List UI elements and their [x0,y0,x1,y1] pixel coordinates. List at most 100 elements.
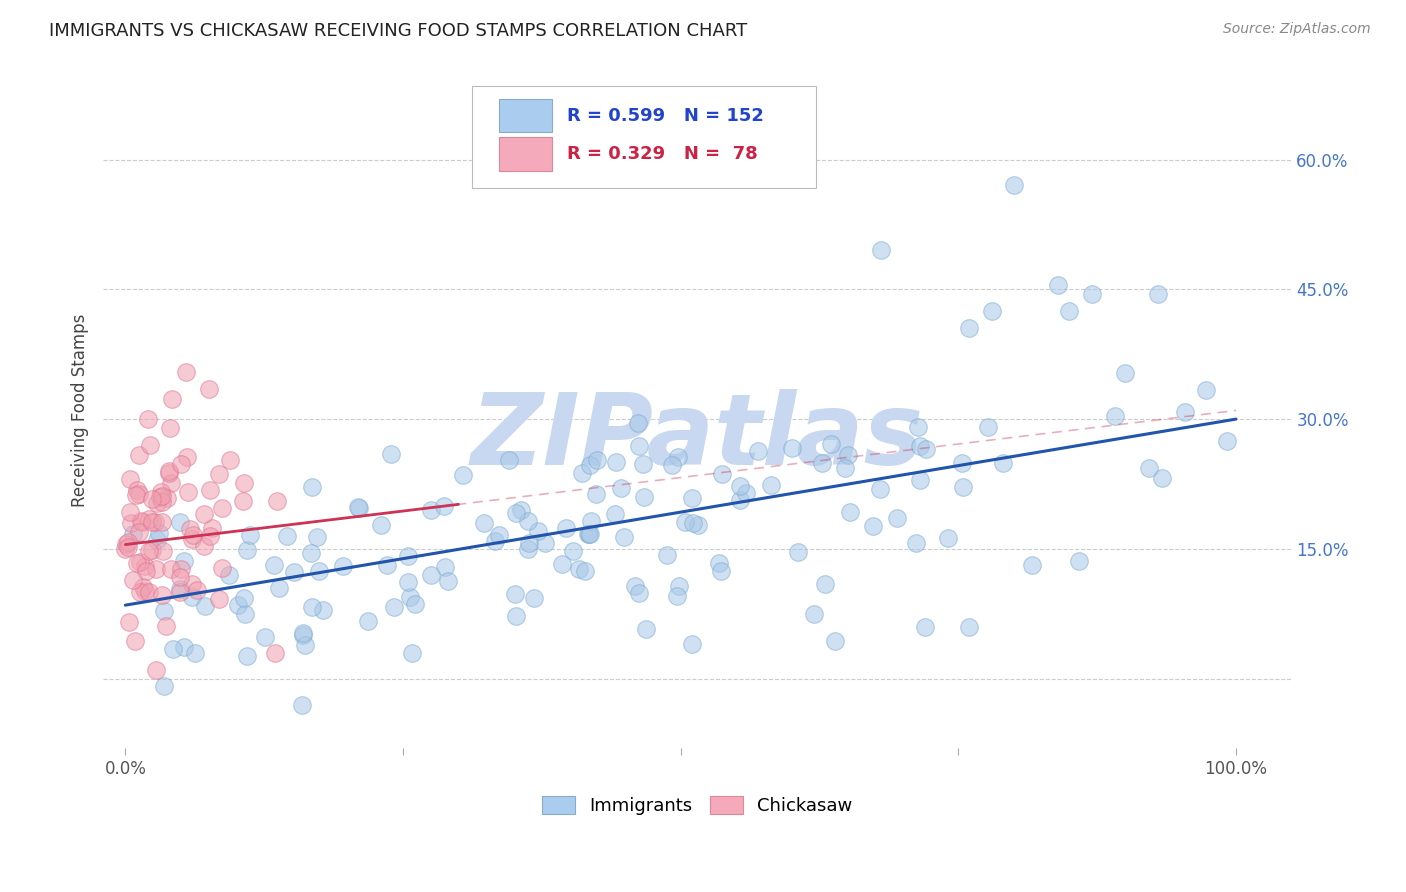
Point [434,559,457,574]
Point [950,456,973,470]
Point [517,535,540,549]
Point [149,490,172,504]
Point [420,568,443,582]
Point [991,456,1014,470]
Point [208,592,231,607]
Point [141,543,163,558]
Point [138,544,160,558]
Point [655,548,678,562]
Point [681,637,703,651]
Point [211,501,233,516]
Point [824,634,846,648]
Point [299,546,322,560]
Point [283,566,305,580]
Point [253,630,276,644]
Point [145,562,167,576]
Point [627,416,650,430]
Point [661,458,683,472]
Point [624,579,647,593]
Point [291,628,314,642]
Point [347,501,370,516]
Point [177,484,200,499]
Point [730,492,752,507]
Point [904,536,927,550]
Point [730,479,752,493]
Point [675,515,697,529]
Point [232,591,254,606]
Point [120,516,142,530]
Point [136,412,159,426]
Point [1002,178,1025,193]
Point [118,505,141,519]
Point [294,638,316,652]
Point [145,663,167,677]
Point [218,568,240,582]
Text: IMMIGRANTS VS CHICKASAW RECEIVING FOOD STAMPS CORRELATION CHART: IMMIGRANTS VS CHICKASAW RECEIVING FOOD S… [49,22,748,40]
Point [419,503,441,517]
Point [811,456,834,470]
Point [131,514,153,528]
Point [610,481,633,495]
Point [143,515,166,529]
Point [138,511,160,525]
FancyBboxPatch shape [471,87,815,187]
Point [124,634,146,648]
Point [129,555,152,569]
Point [193,508,215,522]
Point [128,448,150,462]
Point [176,450,198,464]
Point [193,539,215,553]
Point [186,583,208,598]
Point [523,591,546,605]
Point [122,573,145,587]
Point [134,583,156,598]
Point [505,609,527,624]
Point [869,244,891,258]
Point [980,304,1002,318]
Point [436,574,458,589]
Point [1080,286,1102,301]
Point [668,579,690,593]
Point [396,549,419,564]
Point [153,604,176,618]
Point [803,607,825,621]
Point [153,679,176,693]
Point [148,526,170,541]
Point [561,544,583,558]
Point [936,531,959,545]
Point [127,483,149,497]
Point [169,582,191,596]
Point [181,528,204,542]
Point [581,514,603,528]
Point [132,580,155,594]
Point [1137,461,1160,475]
Point [184,646,207,660]
Point [1195,384,1218,398]
Point [233,607,256,622]
Point [173,553,195,567]
Point [122,526,145,541]
Point [433,499,456,513]
Point [707,556,730,570]
Point [180,533,202,547]
Point [176,364,198,378]
Point [219,453,242,467]
Point [1104,409,1126,424]
Point [307,530,329,544]
Point [357,614,380,628]
FancyBboxPatch shape [499,99,553,132]
Point [332,559,354,574]
Point [181,590,204,604]
Point [516,542,538,557]
Point [150,515,173,529]
Point [484,534,506,549]
Point [734,485,756,500]
Point [908,473,931,487]
Text: ZIPatlas: ZIPatlas [471,389,924,486]
Point [551,558,574,572]
Point [138,584,160,599]
Point [233,475,256,490]
Point [377,558,399,572]
Point [710,564,733,578]
Point [117,535,139,549]
